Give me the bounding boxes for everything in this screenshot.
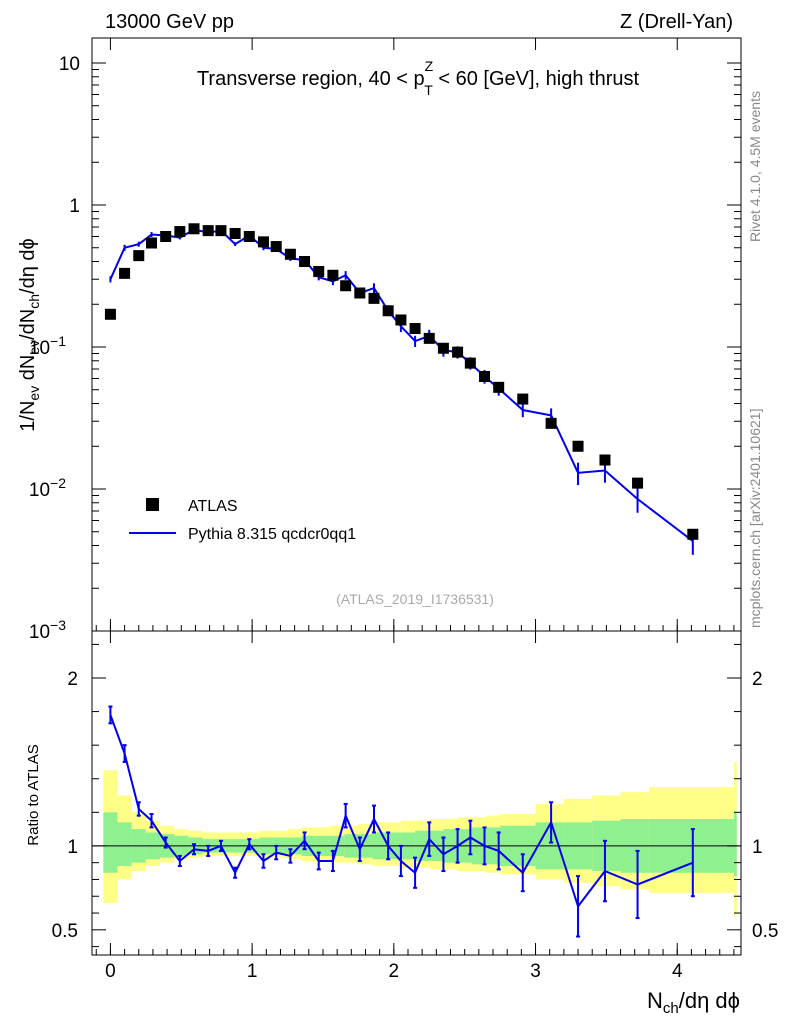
atlas-point-6 — [188, 223, 200, 235]
band-inner-0 — [103, 812, 118, 873]
title-sup: Z — [425, 58, 434, 74]
ratio-y-tick-label-right-0: 0.5 — [752, 921, 778, 942]
atlas-point-11 — [257, 236, 269, 248]
atlas-point-12 — [270, 241, 282, 253]
atlas-point-4 — [160, 231, 172, 243]
legend: ATLAS Pythia 8.315 qcdcr0qq1 — [129, 498, 356, 543]
atlas-point-31 — [572, 440, 584, 452]
header-left: 13000 GeV pp — [105, 11, 234, 33]
x-tick-label-1: 1 — [247, 961, 258, 982]
title-sub: T — [424, 82, 433, 98]
atlas-point-1 — [119, 267, 131, 279]
atlas-point-34 — [687, 528, 699, 540]
ratio-y-tick-label-left-1: 1 — [67, 837, 78, 858]
atlas-point-2 — [133, 250, 145, 262]
main-y-tick-label-4: 10 — [59, 54, 80, 75]
atlas-point-18 — [354, 287, 366, 299]
title-suffix: < 60 [GeV], high thrust — [433, 68, 640, 90]
mcplots-label: mcplots.cern.ch [arXiv:2401.10621] — [747, 408, 763, 628]
ratio-y-tick-label-left-2: 2 — [67, 669, 78, 690]
ratio-plot-frame — [91, 630, 742, 956]
atlas-point-24 — [437, 342, 449, 354]
atlas-point-26 — [464, 357, 476, 369]
atlas-point-0 — [104, 308, 116, 320]
atlas-point-3 — [146, 237, 158, 249]
ratio-y-tick-label-right-1: 1 — [752, 837, 763, 858]
atlas-point-5 — [174, 226, 186, 238]
main-mc-line — [109, 228, 694, 542]
header-right: Z (Drell-Yan) — [620, 11, 733, 33]
atlas-point-29 — [517, 393, 529, 405]
ratio-y-tick-label-left-0: 0.5 — [52, 921, 78, 942]
x-tick-label-0: 0 — [105, 961, 116, 982]
x-tick-label-4: 4 — [672, 961, 683, 982]
svg-text:1/Nev dNev/dNch/dη dϕ: 1/Nev dNev/dNch/dη dϕ — [17, 238, 42, 431]
atlas-point-10 — [243, 231, 255, 243]
legend-label-mc: Pythia 8.315 qcdcr0qq1 — [188, 526, 356, 543]
legend-marker-atlas — [146, 498, 159, 511]
atlas-point-15 — [313, 266, 325, 278]
main-y-axis-label: 1/Nev dNev/dNch/dη dϕ — [17, 238, 42, 431]
atlas-point-8 — [215, 225, 227, 237]
atlas-point-22 — [409, 322, 421, 334]
x-axis-label: Nch/dη dϕ — [647, 988, 740, 1017]
ratio-mc-series — [108, 705, 695, 938]
title-prefix: Transverse region, 40 < p — [197, 68, 425, 90]
ratio-uncertainty-bands — [92, 761, 741, 917]
atlas-point-23 — [423, 332, 435, 344]
atlas-point-25 — [452, 346, 464, 358]
atlas-point-14 — [299, 256, 311, 268]
atlas-point-13 — [284, 248, 296, 260]
main-y-tick-label-0: 10−3 — [29, 617, 66, 643]
atlas-point-32 — [599, 454, 611, 466]
atlas-point-17 — [340, 280, 352, 292]
rivet-label: Rivet 4.1.0, 4.5M events — [747, 91, 763, 242]
main-data-series — [104, 223, 699, 540]
x-tick-label-2: 2 — [389, 961, 400, 982]
atlas-point-33 — [632, 477, 644, 489]
atlas-point-30 — [545, 417, 557, 429]
atlas-point-19 — [368, 292, 380, 304]
atlas-point-21 — [395, 314, 407, 326]
plot-title: Transverse region, 40 < pZ T < 60 [GeV], … — [197, 58, 640, 98]
ratio-y-axis-label: Ratio to ATLAS — [25, 744, 42, 845]
band-inner-1 — [117, 822, 132, 867]
main-y-tick-label-1: 10−2 — [29, 475, 66, 501]
atlas-point-20 — [382, 305, 394, 317]
legend-label-atlas: ATLAS — [188, 498, 238, 515]
atlas-point-27 — [479, 370, 491, 382]
main-y-tick-label-3: 1 — [69, 196, 80, 217]
atlas-point-7 — [202, 225, 214, 237]
ratio-y-tick-label-right-2: 2 — [752, 669, 763, 690]
atlas-point-16 — [327, 269, 339, 281]
atlas-point-28 — [493, 381, 505, 393]
analysis-label: (ATLAS_2019_I1736531) — [336, 591, 494, 607]
x-tick-label-3: 3 — [530, 961, 541, 982]
atlas-point-9 — [229, 227, 241, 239]
band-inner-34 — [733, 812, 737, 877]
